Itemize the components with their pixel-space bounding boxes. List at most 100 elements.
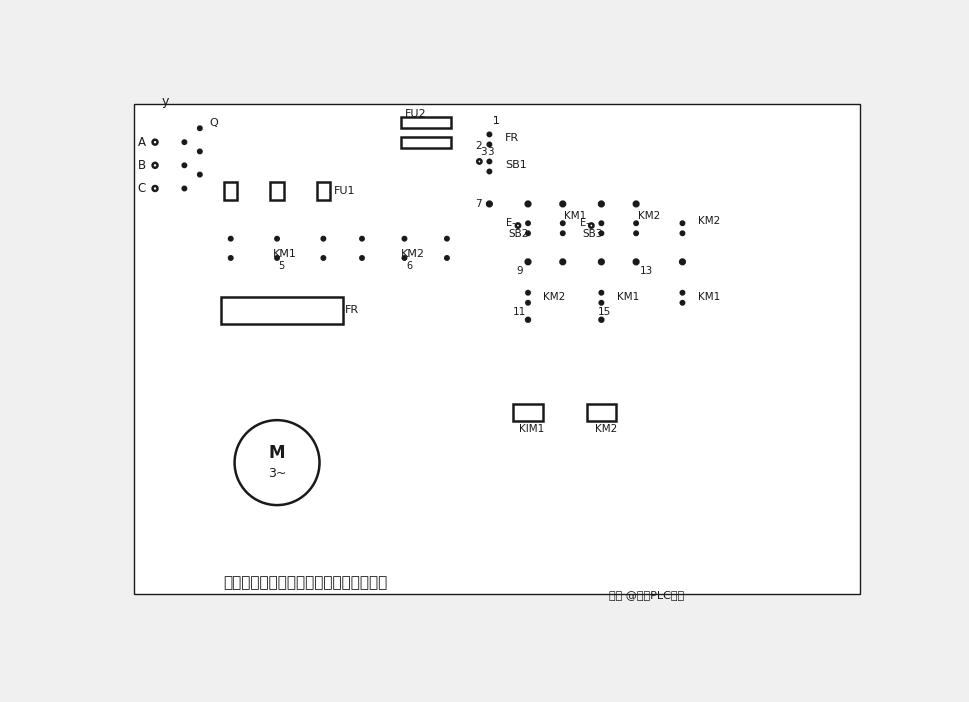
Text: KM1: KM1 [564,211,586,220]
Text: E-: E- [579,218,589,228]
Circle shape [599,222,603,225]
Circle shape [182,140,186,144]
Text: KIM1: KIM1 [518,423,544,434]
Text: FR: FR [504,133,518,143]
Circle shape [445,256,449,260]
Text: B: B [138,159,145,172]
Circle shape [634,232,638,235]
Text: 3: 3 [486,147,493,157]
Text: KM2: KM2 [400,249,424,259]
Text: KM2: KM2 [697,216,719,226]
Circle shape [198,150,202,153]
Circle shape [599,232,603,235]
Text: 13: 13 [640,266,652,276]
Circle shape [633,260,638,264]
Circle shape [229,237,233,240]
Text: 3~: 3~ [267,467,286,480]
Text: C: C [138,182,145,195]
Circle shape [599,301,603,305]
Text: KM2: KM2 [637,211,659,220]
Circle shape [599,291,603,294]
Text: SB1: SB1 [504,160,526,171]
Circle shape [359,256,363,260]
Text: KM2: KM2 [595,423,617,434]
Text: SB2: SB2 [508,229,528,239]
Circle shape [526,291,529,294]
Text: 1: 1 [493,116,499,126]
Circle shape [182,187,186,190]
Circle shape [526,301,529,305]
Text: M: M [268,444,285,463]
Circle shape [322,256,325,260]
Bar [400,137,451,147]
Bar [513,404,542,421]
Text: 头条 @技成PLC课堂: 头条 @技成PLC课堂 [609,590,683,600]
Circle shape [229,256,233,260]
Circle shape [234,420,319,505]
Text: 7: 7 [475,199,482,209]
Circle shape [633,201,638,206]
Text: KM1: KM1 [616,291,639,302]
Circle shape [198,126,202,130]
Text: 接触器互锁电动机正反转控制电路接线图: 接触器互锁电动机正反转控制电路接线图 [223,575,387,590]
Circle shape [477,159,481,164]
Text: 9: 9 [516,266,522,276]
Circle shape [198,173,202,176]
Text: Q: Q [209,118,218,128]
Circle shape [487,160,490,163]
Circle shape [182,164,186,167]
Circle shape [275,256,278,260]
Circle shape [275,237,278,240]
Circle shape [486,201,491,206]
Bar [400,117,451,128]
Circle shape [560,232,564,235]
Circle shape [680,232,683,235]
Text: SB3: SB3 [581,229,602,239]
Text: 2: 2 [475,141,482,151]
Circle shape [560,201,565,206]
Text: KM1: KM1 [273,249,297,259]
Bar [270,183,283,200]
Circle shape [152,140,157,145]
Circle shape [588,223,593,227]
Circle shape [560,222,564,225]
Text: KM1: KM1 [697,291,719,302]
Circle shape [402,256,406,260]
Text: 1: 1 [493,117,499,126]
Text: KM2: KM2 [543,291,565,302]
Circle shape [525,318,529,322]
Text: FR: FR [345,305,359,315]
Bar [317,183,329,200]
Text: y: y [161,95,169,107]
Circle shape [516,223,519,227]
Circle shape [526,222,529,225]
Circle shape [322,237,325,240]
Bar [221,297,342,324]
Circle shape [599,318,603,322]
Bar [224,183,237,200]
Circle shape [560,260,565,264]
Text: 3: 3 [480,147,486,157]
Text: E-: E- [506,218,516,228]
Bar [586,404,615,421]
Circle shape [487,143,490,146]
Text: FU2: FU2 [405,109,426,119]
Circle shape [680,291,683,294]
Text: 15: 15 [597,307,610,317]
Circle shape [680,301,683,305]
Text: 6: 6 [406,260,412,271]
Circle shape [526,232,529,235]
Circle shape [525,260,530,264]
Circle shape [152,186,157,191]
Circle shape [487,170,490,173]
Text: 5: 5 [278,260,285,271]
Circle shape [525,201,530,206]
Circle shape [152,163,157,168]
Circle shape [599,201,603,206]
Circle shape [599,260,603,264]
Circle shape [359,237,363,240]
Circle shape [680,222,683,225]
Circle shape [487,133,490,136]
Circle shape [402,237,406,240]
Circle shape [679,260,684,264]
